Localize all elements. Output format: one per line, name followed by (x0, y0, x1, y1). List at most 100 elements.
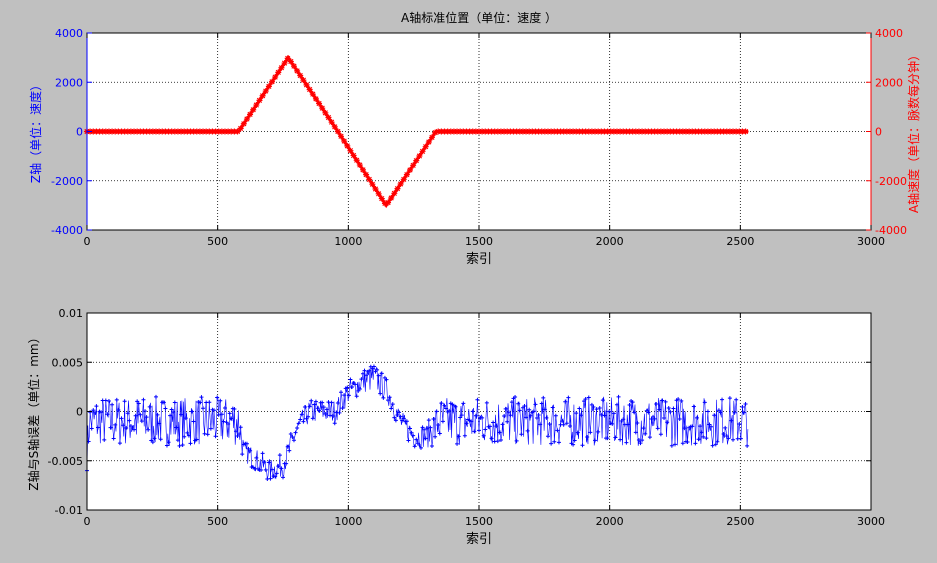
error-point (127, 418, 132, 423)
error-point (348, 377, 353, 382)
error-point (259, 467, 264, 472)
error-point (586, 395, 591, 400)
error-point (462, 433, 467, 438)
error-point (346, 393, 351, 398)
error-point (696, 437, 701, 442)
velocity-point (375, 190, 382, 197)
velocity-point (338, 133, 345, 140)
error-point (353, 382, 358, 387)
error-point (720, 397, 725, 402)
error-point (709, 424, 714, 429)
velocity-point (670, 128, 677, 135)
x-tick-label: 1500 (465, 515, 493, 528)
error-point (594, 407, 599, 412)
velocity-point (720, 128, 727, 135)
error-point (266, 460, 271, 465)
velocity-point (413, 157, 420, 164)
error-point (713, 442, 718, 447)
velocity-point (573, 128, 580, 135)
error-point (216, 412, 221, 417)
error-point (610, 421, 615, 426)
error-point (320, 400, 325, 405)
velocity-point (350, 152, 357, 159)
velocity-point (165, 128, 172, 135)
velocity-point (651, 128, 658, 135)
velocity-point (698, 128, 705, 135)
error-point (102, 437, 107, 442)
velocity-point (504, 128, 511, 135)
error-point (309, 398, 314, 403)
error-point (627, 402, 632, 407)
error-point (522, 403, 527, 408)
velocity-point (109, 128, 116, 135)
error-point (440, 419, 445, 424)
error-point (105, 412, 110, 417)
error-point (538, 422, 543, 427)
velocity-point (325, 114, 332, 121)
error-point (498, 437, 503, 442)
error-point (172, 400, 177, 405)
error-point (716, 408, 721, 413)
velocity-point (428, 134, 435, 141)
velocity-point (168, 128, 175, 135)
error-point (743, 402, 748, 407)
velocity-point (203, 128, 210, 135)
error-point (699, 430, 704, 435)
velocity-point (657, 128, 664, 135)
velocity-point (629, 128, 636, 135)
error-point (431, 417, 436, 422)
error-point (567, 424, 572, 429)
velocity-point (642, 128, 649, 135)
velocity-point (488, 128, 495, 135)
velocity-point (476, 128, 482, 135)
velocity-point (416, 152, 423, 159)
error-point (436, 423, 441, 428)
top-series-marks (84, 54, 749, 209)
error-point (334, 410, 339, 415)
error-point (624, 440, 629, 445)
y-tick-label: 0 (76, 406, 83, 419)
velocity-point (306, 86, 313, 93)
velocity-point (664, 128, 671, 135)
error-point (301, 419, 306, 424)
bottom-plot-area: 0 500 1000 1500 2000 2500 3000 0.01 0.005 0 -0.005… (26, 307, 885, 547)
velocity-point (134, 128, 141, 135)
y-tick-label: -4000 (51, 224, 83, 237)
velocity-point (422, 143, 429, 150)
error-point (731, 437, 736, 442)
velocity-point (686, 128, 693, 135)
error-point (188, 441, 193, 446)
error-point (464, 421, 469, 426)
velocity-point (529, 128, 536, 135)
error-point (494, 424, 499, 429)
velocity-point (322, 109, 329, 116)
error-point (329, 400, 334, 405)
velocity-point (247, 111, 254, 118)
error-point (371, 364, 376, 369)
error-point (517, 408, 522, 413)
velocity-point (240, 120, 247, 127)
error-point (434, 409, 439, 414)
velocity-point (290, 63, 297, 70)
velocity-point (112, 128, 119, 135)
error-point (676, 397, 681, 402)
x-tick-label: 3000 (857, 515, 885, 528)
error-point (212, 408, 217, 413)
velocity-point (403, 171, 410, 178)
x-tick-label: 1000 (334, 515, 362, 528)
error-point (509, 400, 514, 405)
error-point (691, 404, 696, 409)
velocity-point (497, 128, 504, 135)
error-point (666, 406, 671, 411)
velocity-point (181, 128, 188, 135)
velocity-point (692, 128, 699, 135)
velocity-point (444, 128, 451, 135)
error-point (596, 429, 601, 434)
error-point (458, 415, 463, 420)
velocity-point (212, 128, 219, 135)
error-point (611, 411, 616, 416)
error-point (175, 438, 180, 443)
y-tick-label: -0.01 (55, 504, 83, 517)
error-point (508, 413, 513, 418)
velocity-point (447, 128, 454, 135)
